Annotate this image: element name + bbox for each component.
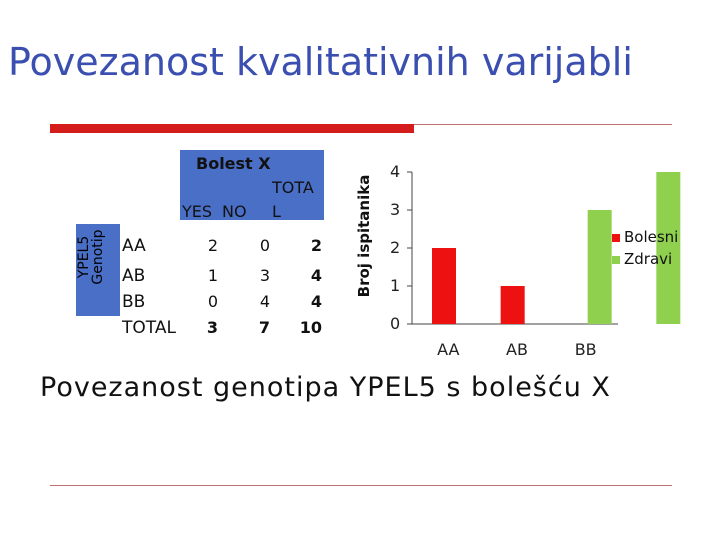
bar-chart: 0 1 2 3 4 Broj ispitanika AA AB BB Bolesni Zdravi bbox=[355, 162, 681, 359]
table-row-label: TOTAL bbox=[122, 318, 176, 338]
legend-swatch-zdravi bbox=[612, 256, 620, 264]
table-cell-no: 0 bbox=[259, 236, 270, 255]
table-header-yes: YES bbox=[182, 202, 213, 221]
legend-label: Zdravi bbox=[624, 250, 672, 268]
legend-label: Bolesni bbox=[624, 228, 678, 246]
slide-subtitle: Povezanost genotipa YPEL5 s bolešću X bbox=[40, 372, 611, 403]
table-side-label-genotip: Genotip bbox=[90, 229, 106, 285]
table-row-label: BB bbox=[122, 292, 146, 312]
y-axis-title: Broj ispitanika bbox=[355, 175, 373, 298]
table-cell-yes: 0 bbox=[207, 292, 218, 311]
bar-bolesni-ab bbox=[500, 286, 525, 324]
table-cell-yes: 3 bbox=[206, 318, 218, 337]
bar-zdravi-ab bbox=[587, 210, 612, 324]
table-header-block bbox=[180, 150, 324, 220]
table-side-label-ypel5: YPEL5 bbox=[76, 235, 92, 279]
x-tick-label: AB bbox=[506, 340, 528, 359]
accent-rule bbox=[50, 124, 414, 133]
table-side-block bbox=[76, 224, 120, 316]
table-row-label: AA bbox=[122, 236, 146, 256]
table-header-total-1: TOTA bbox=[272, 178, 314, 197]
x-tick-label: AA bbox=[437, 340, 459, 359]
legend-swatch-bolesni bbox=[612, 234, 620, 242]
divider-line-bottom bbox=[50, 485, 672, 486]
y-tick-label: 2 bbox=[390, 238, 400, 257]
table-cell-yes: 1 bbox=[207, 266, 218, 285]
y-tick-label: 4 bbox=[390, 162, 400, 181]
table-cell-no: 7 bbox=[258, 318, 270, 337]
bar-bolesni-aa bbox=[432, 248, 456, 324]
table-cell-total: 4 bbox=[310, 266, 322, 285]
x-tick-label: BB bbox=[575, 340, 597, 359]
table-cell-total: 10 bbox=[299, 318, 322, 337]
y-tick-label: 3 bbox=[390, 200, 400, 219]
slide-title: Povezanost kvalitativnih varijabli bbox=[8, 40, 633, 84]
table-cell-total: 4 bbox=[310, 292, 322, 311]
table-row-label: AB bbox=[122, 266, 146, 286]
table-header-total-2: L bbox=[272, 202, 281, 221]
bar-zdravi-bb bbox=[656, 172, 681, 324]
table-cell-yes: 2 bbox=[207, 236, 218, 255]
y-tick-label: 1 bbox=[390, 276, 400, 295]
table-cell-no: 4 bbox=[259, 292, 270, 311]
table-header-bolest: Bolest X bbox=[196, 154, 271, 173]
y-tick-label: 0 bbox=[390, 314, 400, 333]
table-cell-total: 2 bbox=[310, 236, 322, 255]
table-header-no: NO bbox=[222, 202, 247, 221]
table-cell-no: 3 bbox=[259, 266, 270, 285]
divider-line-top bbox=[414, 124, 672, 125]
